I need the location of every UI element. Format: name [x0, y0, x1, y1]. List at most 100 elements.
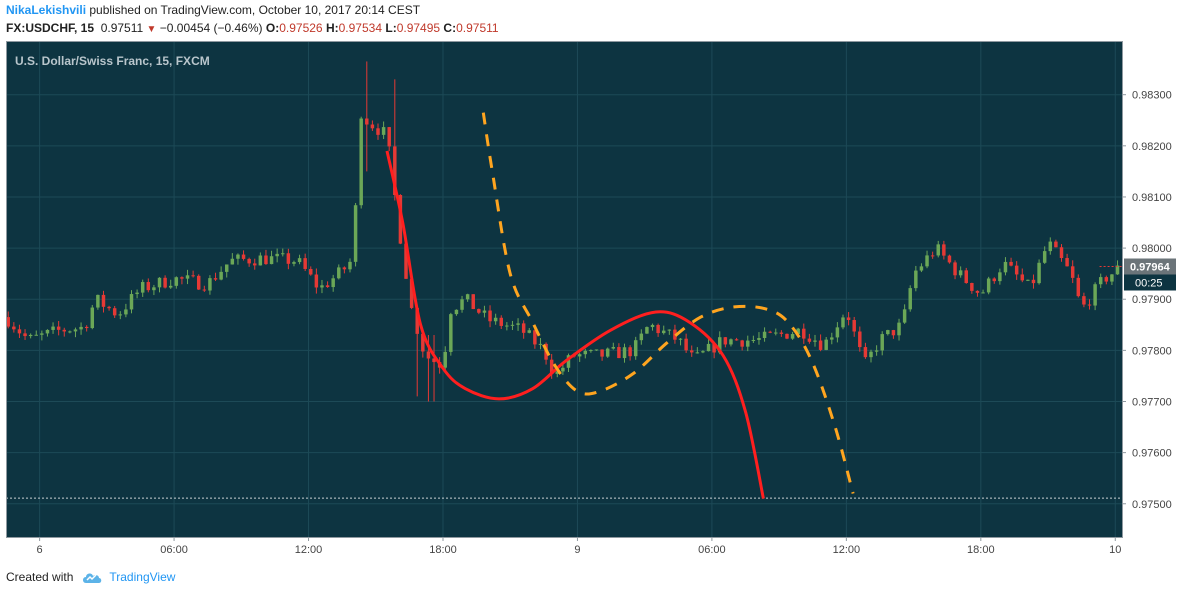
candle-body: [51, 326, 55, 330]
candle-body: [460, 299, 464, 310]
candle-body: [1009, 261, 1013, 266]
candle-body: [891, 330, 896, 336]
candle-body: [185, 275, 190, 279]
candle-body: [577, 354, 582, 357]
candle-body: [751, 339, 756, 341]
candle-body: [645, 327, 649, 334]
candle-body: [661, 330, 666, 334]
candle-body: [684, 338, 688, 351]
price-axis[interactable]: 0.98300 0.98200 0.98100 0.98000 0.97900 0.978…: [1122, 90, 1172, 511]
candle-body: [975, 290, 980, 293]
candle-body: [241, 254, 246, 259]
time-axis[interactable]: 6 06:00 12:00 18:00 9 06:00 12:00 18:00 10: [37, 537, 1122, 556]
time-axis-background: [6, 537, 1122, 561]
candle-body: [880, 334, 884, 351]
candle-body: [1082, 296, 1086, 305]
candle-body: [925, 255, 929, 267]
candle-body: [191, 275, 195, 277]
candle-body: [1003, 261, 1008, 273]
candle-body: [353, 205, 358, 262]
candle-body: [1054, 241, 1058, 248]
candle-body: [1076, 277, 1081, 297]
y-tick-label: 0.98200: [1132, 141, 1172, 153]
symbol-label: FX:USDCHF, 15: [6, 21, 95, 35]
candle-body: [281, 253, 285, 255]
low-label: L:: [385, 21, 397, 35]
candle-body: [998, 272, 1002, 282]
candle-body: [415, 307, 419, 334]
change-value: −0.00454 (−0.46%): [159, 21, 263, 35]
published-text: published on TradingView.com, October 10…: [86, 3, 421, 17]
candle-body: [656, 324, 660, 334]
candle-body: [1048, 241, 1053, 252]
candle-body: [863, 347, 868, 358]
candle-body: [970, 283, 974, 291]
candle-body: [314, 274, 319, 288]
candle-body: [12, 326, 16, 330]
candle-body: [325, 285, 330, 288]
candle-body: [914, 270, 918, 289]
candle-body: [813, 340, 817, 342]
candle-body: [1026, 279, 1030, 281]
candle-body: [40, 333, 44, 335]
candle-body: [342, 267, 347, 270]
candle-body: [387, 127, 391, 147]
candle-body: [482, 310, 487, 313]
candle-body: [45, 329, 50, 334]
candle-body: [790, 334, 795, 339]
candle-body: [1110, 274, 1114, 282]
candle-body: [706, 343, 711, 352]
candle-body: [465, 294, 470, 300]
candle-body: [258, 255, 263, 266]
candle-body: [163, 277, 167, 288]
x-tick-label: 06:00: [698, 544, 726, 556]
candle-body: [79, 326, 83, 330]
candle-body: [611, 347, 616, 349]
red-projection-curve: [385, 150, 765, 499]
footer: Created with TradingView: [6, 570, 175, 584]
candle-body: [521, 323, 526, 333]
candle-body: [6, 317, 10, 327]
candle-body: [488, 310, 492, 322]
down-arrow-icon: ▼: [146, 24, 157, 35]
high-value: 0.97534: [338, 21, 383, 35]
candle-body: [919, 266, 924, 271]
current-price-label: 0.97964: [1130, 262, 1171, 274]
candle-body: [1070, 266, 1075, 278]
candle-body: [1087, 304, 1092, 306]
candle-body: [846, 317, 851, 321]
author-name[interactable]: NikaLekishvili: [6, 3, 87, 17]
candle-body: [689, 350, 694, 353]
high-label: H:: [325, 21, 339, 35]
candle-body: [303, 258, 307, 269]
candle-body: [107, 306, 111, 309]
candle-body: [1104, 277, 1109, 282]
candle-body: [426, 351, 431, 359]
candle-body: [902, 309, 907, 323]
candle-body: [253, 263, 257, 266]
candle-body: [359, 118, 363, 206]
candle-body: [874, 350, 879, 352]
candle-body: [869, 351, 873, 358]
price-chart[interactable]: U.S. Dollar/Swiss Franc, 15, FXCM 0.9830…: [6, 41, 1178, 561]
chart-svg[interactable]: U.S. Dollar/Swiss Franc, 15, FXCM 0.9830…: [6, 41, 1178, 561]
candle-body: [533, 330, 537, 345]
candle-body: [493, 317, 498, 322]
candle-body: [73, 329, 78, 332]
candle-body: [449, 314, 453, 352]
candle-body: [824, 339, 828, 350]
candle-body: [1098, 277, 1103, 285]
price-axis-background: [1122, 41, 1178, 561]
candle-body: [566, 355, 571, 368]
candle-body: [269, 256, 274, 265]
ohlc-legend: FX:USDCHF, 15 0.97511 ▼ −0.00454 (−0.46%…: [6, 21, 499, 35]
candle-body: [180, 277, 184, 279]
candle-body: [1115, 265, 1120, 275]
candle-body: [768, 331, 772, 333]
candle-body: [421, 333, 425, 352]
candle-body: [309, 268, 313, 275]
candle-body: [17, 329, 22, 334]
tradingview-brand[interactable]: TradingView: [109, 570, 176, 584]
candle-body: [583, 350, 588, 355]
candle-body: [331, 278, 335, 288]
